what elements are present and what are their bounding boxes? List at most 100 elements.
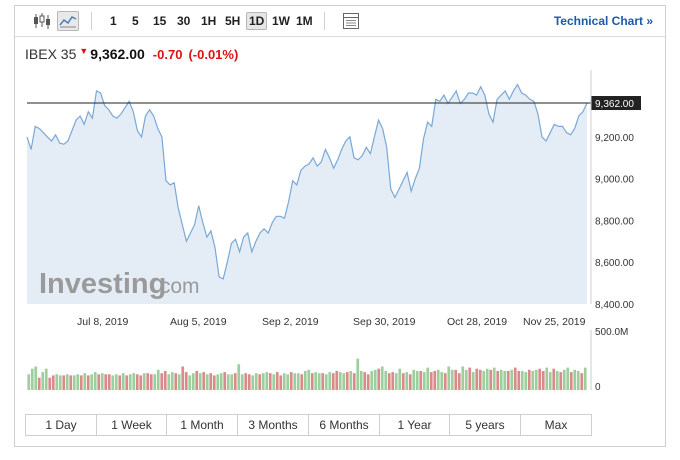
volume-bar bbox=[412, 369, 416, 390]
range-1-week-button[interactable]: 1 Week bbox=[96, 414, 167, 436]
range-max-button[interactable]: Max bbox=[520, 414, 592, 436]
volume-bar bbox=[464, 369, 468, 390]
volume-bar bbox=[275, 372, 279, 390]
volume-bar bbox=[289, 372, 293, 390]
volume-bar bbox=[114, 374, 118, 390]
volume-bar bbox=[440, 372, 444, 390]
volume-bar bbox=[76, 374, 80, 390]
volume-bar bbox=[520, 371, 524, 390]
volume-bar bbox=[482, 371, 486, 390]
volume-bar bbox=[170, 372, 174, 390]
volume-bar bbox=[216, 374, 220, 390]
volume-bar bbox=[422, 372, 426, 390]
volume-bar bbox=[534, 369, 538, 390]
volume-bar bbox=[247, 374, 251, 390]
volume-bar bbox=[436, 369, 440, 390]
volume-bar bbox=[244, 373, 248, 390]
volume-bar bbox=[496, 371, 500, 390]
volume-bar bbox=[335, 371, 339, 390]
range-1-year-button[interactable]: 1 Year bbox=[379, 414, 450, 436]
volume-bar bbox=[100, 373, 104, 390]
volume-bar bbox=[317, 373, 321, 390]
volume-bar bbox=[510, 369, 514, 390]
volume-bar bbox=[415, 371, 419, 390]
timeframe-1d-button[interactable]: 1D bbox=[246, 12, 268, 30]
volume-bar bbox=[352, 373, 356, 390]
range-6-months-button[interactable]: 6 Months bbox=[308, 414, 380, 436]
volume-bar bbox=[51, 375, 55, 390]
volume-bar bbox=[72, 375, 76, 390]
volume-bar bbox=[489, 369, 493, 390]
volume-bar bbox=[545, 367, 549, 390]
volume-bar bbox=[387, 373, 391, 390]
volume-bar bbox=[69, 375, 73, 390]
range-3-months-button[interactable]: 3 Months bbox=[237, 414, 309, 436]
price-tick-label: 9,000.00 bbox=[595, 175, 634, 186]
timeframe-30-button[interactable]: 30 bbox=[177, 14, 191, 28]
timeframe-1-button[interactable]: 1 bbox=[110, 14, 117, 28]
volume-bar bbox=[41, 372, 45, 390]
volume-bar bbox=[580, 373, 584, 390]
volume-bar bbox=[104, 374, 108, 390]
investing-watermark: Investing .com bbox=[39, 268, 200, 300]
range-1-month-button[interactable]: 1 Month bbox=[166, 414, 238, 436]
table-view-icon[interactable] bbox=[340, 11, 362, 31]
volume-bar bbox=[398, 368, 402, 390]
volume-bar bbox=[583, 367, 587, 390]
price-chart[interactable]: 9,362.00 9,200.00 9,000.00 8,800.00 8,600.0… bbox=[15, 66, 665, 426]
range-5-years-button[interactable]: 5 years bbox=[449, 414, 521, 436]
volume-bar bbox=[566, 367, 570, 390]
watermark-suffix: .com bbox=[154, 275, 200, 298]
volume-bar bbox=[366, 374, 370, 390]
technical-chart-link[interactable]: Technical Chart » bbox=[553, 14, 653, 28]
volume-bar bbox=[454, 369, 458, 390]
volume-bar bbox=[408, 374, 412, 390]
timeframe-1m-button[interactable]: 1M bbox=[296, 14, 313, 28]
volume-bar bbox=[62, 375, 66, 390]
chart-widget: 1 5 15 30 1H 5H 1D 1W 1M Technical Chart… bbox=[14, 5, 666, 447]
volume-bar bbox=[254, 373, 258, 390]
range-1-day-button[interactable]: 1 Day bbox=[25, 414, 97, 436]
volume-bar bbox=[212, 375, 216, 390]
volume-bar bbox=[338, 372, 342, 390]
timeframe-5h-button[interactable]: 5H bbox=[225, 14, 241, 28]
volume-bar bbox=[555, 371, 559, 390]
volume-bar bbox=[517, 371, 521, 390]
line-chart-icon[interactable] bbox=[57, 11, 79, 31]
volume-bar bbox=[377, 368, 381, 390]
timeframe-5-button[interactable]: 5 bbox=[132, 14, 139, 28]
price-tick-label: 8,600.00 bbox=[595, 258, 634, 269]
date-tick-label: Sep 30, 2019 bbox=[353, 316, 416, 328]
volume-bar bbox=[314, 372, 318, 390]
volume-bar bbox=[307, 369, 311, 390]
timeframe-15-button[interactable]: 15 bbox=[153, 14, 167, 28]
volume-bar bbox=[181, 366, 185, 390]
timeframe-1h-button[interactable]: 1H bbox=[201, 14, 217, 28]
date-tick-label: Sep 2, 2019 bbox=[262, 316, 319, 328]
volume-bar bbox=[163, 371, 167, 390]
volume-bar bbox=[419, 371, 423, 390]
volume-bar bbox=[380, 366, 384, 390]
volume-bar bbox=[258, 374, 262, 390]
volume-bar bbox=[345, 372, 349, 390]
quote-header: IBEX 35 ▼ 9,362.00 -0.70 (-0.01%) bbox=[25, 46, 244, 62]
volume-bar bbox=[160, 373, 164, 390]
volume-bar bbox=[573, 369, 577, 390]
volume-bar bbox=[310, 373, 314, 390]
candlestick-chart-icon[interactable] bbox=[31, 11, 53, 31]
volume-bar bbox=[83, 373, 87, 390]
volume-bar bbox=[328, 372, 332, 390]
volume-bar bbox=[111, 375, 115, 390]
volume-bar bbox=[223, 372, 227, 390]
timeframe-1w-button[interactable]: 1W bbox=[272, 14, 290, 28]
volume-bar bbox=[93, 372, 97, 390]
date-tick-label: Oct 28, 2019 bbox=[447, 316, 507, 328]
price-line bbox=[26, 83, 588, 280]
volume-bar bbox=[90, 374, 94, 390]
volume-bar bbox=[562, 369, 566, 390]
volume-max-label: 500.0M bbox=[595, 327, 628, 338]
volume-zero-label: 0 bbox=[595, 382, 601, 393]
volume-bar bbox=[191, 373, 195, 390]
volume-bar bbox=[146, 373, 150, 390]
chart-toolbar: 1 5 15 30 1H 5H 1D 1W 1M Technical Chart… bbox=[15, 6, 665, 37]
